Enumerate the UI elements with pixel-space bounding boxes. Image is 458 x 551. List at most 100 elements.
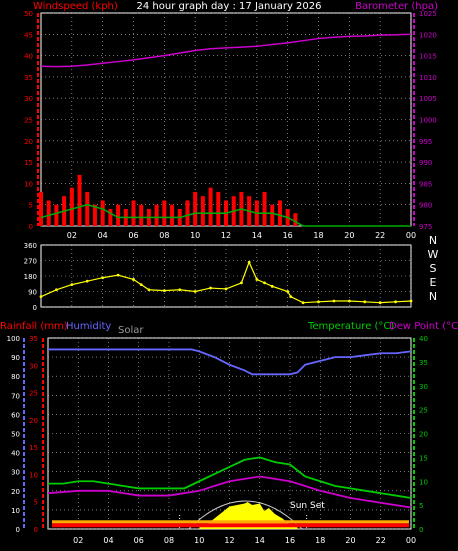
- x-tick-label: 12: [224, 536, 234, 545]
- humidity-tick-label: 50: [11, 431, 20, 439]
- y-left-tick-label: 40: [24, 53, 33, 61]
- direction-point: [301, 301, 305, 305]
- y-right-tick-label: 1015: [419, 53, 437, 61]
- x-tick-label: 18: [313, 231, 323, 240]
- direction-tick-label: 0: [33, 304, 37, 312]
- solar-label: Solar: [118, 325, 144, 336]
- rain-tick-label: 5: [34, 499, 38, 507]
- wind-bar: [185, 200, 190, 226]
- y-right-tick-label: 1000: [419, 117, 437, 125]
- y-left-tick-label: 20: [24, 138, 33, 146]
- direction-point: [263, 281, 266, 285]
- direction-point: [247, 260, 251, 264]
- wind-bar: [270, 204, 275, 226]
- y-right-tick-label: 1025: [419, 10, 437, 18]
- direction-point: [347, 299, 351, 303]
- y-left-tick-label: 5: [29, 202, 33, 210]
- wind-bar: [92, 204, 97, 226]
- humidity-tick-label: 10: [11, 507, 20, 515]
- x-tick-label: 16: [283, 231, 293, 240]
- y-right-tick-label: 995: [419, 138, 432, 146]
- y-left-tick-label: 30: [24, 95, 33, 103]
- wind-bar: [170, 204, 175, 226]
- x-tick-label: 02: [67, 231, 77, 240]
- x-tick-label: 06: [128, 231, 138, 240]
- wind-bar: [139, 204, 144, 226]
- direction-line: [40, 260, 412, 304]
- humidity-tick-label: 0: [16, 526, 20, 534]
- direction-panel-marks: [39, 260, 413, 305]
- wind-bar: [200, 196, 205, 226]
- x-tick-label: 10: [190, 231, 200, 240]
- wind-bar: [46, 200, 51, 226]
- temp-tick-label: 35: [419, 359, 428, 367]
- direction-point: [70, 283, 74, 287]
- humidity-axis-label: Humidity: [66, 321, 111, 332]
- direction-point: [132, 278, 135, 281]
- direction-point: [209, 286, 212, 290]
- direction-point: [39, 295, 43, 299]
- wind-bar: [77, 174, 82, 226]
- direction-point: [224, 287, 228, 291]
- wind-bar: [216, 191, 221, 226]
- wind-panel-marks: [39, 33, 412, 227]
- temp-tick-label: 5: [419, 502, 423, 510]
- direction-tick-label: 360: [24, 242, 37, 250]
- wind-bar: [100, 200, 105, 226]
- wind-bar: [116, 204, 121, 226]
- barometer-line: [40, 33, 412, 68]
- temp-tick-label: 30: [419, 383, 428, 391]
- y-right-tick-label: 1010: [419, 74, 437, 82]
- wind-bar: [277, 200, 282, 226]
- direction-point: [139, 283, 143, 287]
- wind-bar: [39, 191, 43, 226]
- x-tick-label: 02: [73, 536, 83, 545]
- x-tick-label: 10: [194, 536, 204, 545]
- humidity-line: [48, 348, 412, 376]
- wind-bar: [208, 187, 213, 226]
- direction-point: [289, 295, 293, 299]
- compass-label: N: [429, 234, 437, 247]
- direction-panel-grid: [41, 244, 412, 308]
- x-tick-label: 06: [134, 536, 144, 545]
- direction-point: [101, 276, 105, 280]
- y-left-tick-label: 0: [29, 223, 33, 231]
- wind-bar: [154, 204, 159, 226]
- direction-tick-label: 180: [24, 273, 37, 281]
- rain-tick-label: 35: [29, 335, 38, 343]
- x-tick-label: 20: [345, 536, 355, 545]
- wind-bar: [293, 213, 298, 226]
- compass-label: E: [430, 276, 437, 289]
- direction-point: [332, 299, 336, 303]
- y-left-tick-label: 10: [24, 180, 33, 188]
- wind-panel-grid: [41, 12, 412, 227]
- temp-tick-label: 25: [419, 407, 428, 415]
- wind-bar: [69, 187, 74, 226]
- temperature-axis-label: Temperature (°C): [307, 321, 394, 332]
- direction-point: [286, 290, 290, 293]
- direction-point: [178, 288, 182, 292]
- x-tick-label: 14: [252, 231, 262, 240]
- wind-panel-axes: 02 04 06 08 10 12 14 16 18 20 22 000510152025303540…: [24, 10, 437, 240]
- windspeed-axis-label: Windspeed (kph): [33, 1, 118, 12]
- average-line: [40, 203, 411, 227]
- y-right-tick-label: 1005: [419, 95, 437, 103]
- humidity-tick-label: 20: [11, 488, 20, 496]
- humidity-tick-label: 70: [11, 392, 20, 400]
- sun-arc: [188, 500, 303, 530]
- x-tick-label: 00: [406, 231, 416, 240]
- rainfall-line: [52, 523, 409, 528]
- compass-label: W: [428, 248, 439, 261]
- direction-point: [363, 300, 367, 304]
- y-left-tick-label: 50: [24, 10, 33, 18]
- direction-point: [270, 284, 274, 288]
- compass-label: N: [429, 290, 437, 303]
- sun-set-label: Sun Set: [290, 501, 325, 511]
- x-tick-label: 22: [376, 536, 386, 545]
- direction-point: [378, 301, 382, 305]
- direction-point: [147, 288, 151, 292]
- y-left-tick-label: 45: [24, 31, 33, 39]
- humidity-tick-label: 30: [11, 469, 20, 477]
